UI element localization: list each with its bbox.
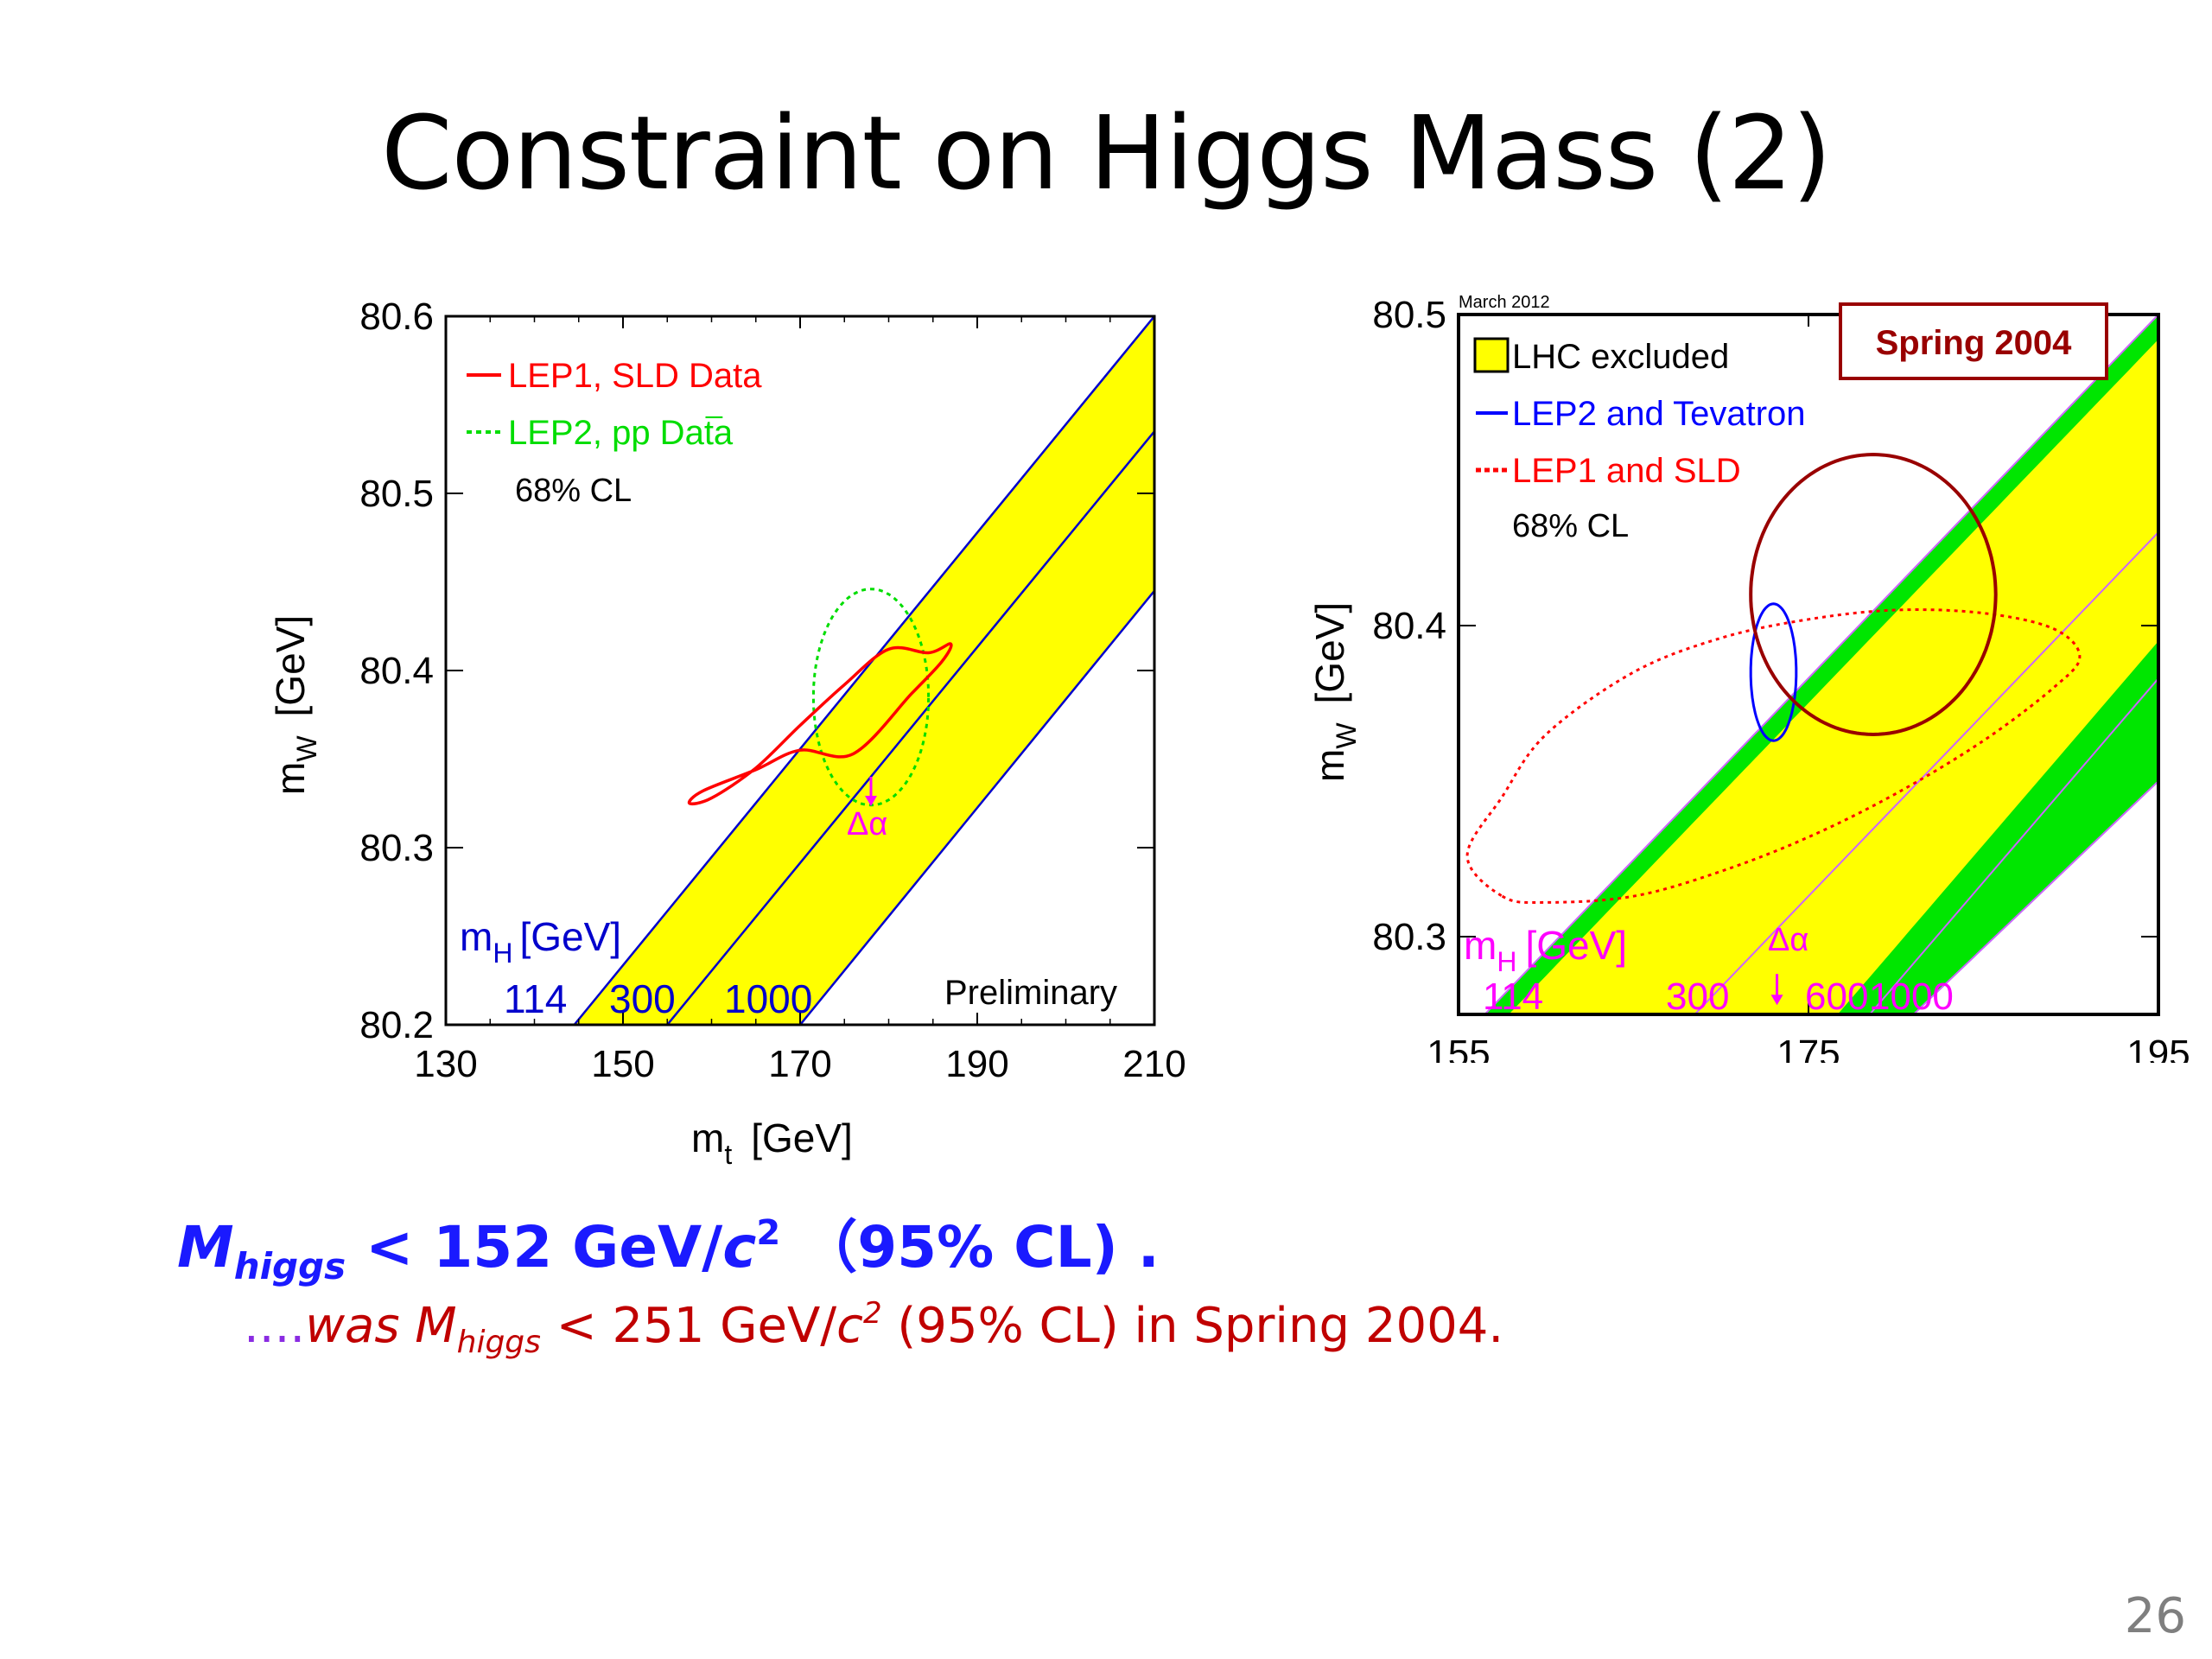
y-tick-label-0: 80.2 (359, 1004, 434, 1046)
slide-title: Constraint on Higgs Mass (2) (381, 93, 1832, 213)
mh-title-left: mH [GeV] (460, 914, 621, 969)
delta-alpha-arrowhead-right (1770, 995, 1783, 1006)
mh-line-114-right (1483, 315, 2158, 1014)
x-tick-label-3: 190 (945, 1043, 1008, 1085)
cl-note-right: 68% CL (1512, 508, 1629, 544)
mh-label-300-right: 300 (1666, 976, 1729, 1018)
page-number: 26 (2124, 1588, 2186, 1644)
mh-title-right: mH [GeV] (1464, 923, 1627, 977)
cl-note-left: 68% CL (515, 473, 632, 509)
x-tick-label-4: 210 (1122, 1043, 1185, 1085)
y-tick-label-1: 80.3 (359, 827, 434, 869)
previous-power: 2 (862, 1296, 882, 1331)
legend-pbar-bar: _ (705, 386, 723, 419)
mh-line-300-left (665, 430, 1154, 1025)
mh-label-114-right: 114 (1483, 976, 1543, 1018)
previous-subscript: higgs (456, 1325, 541, 1360)
mh-line-114-left (573, 316, 1154, 1025)
spring-2004-label: Spring 2004 (1876, 324, 2073, 362)
x-tick-label-0: 155 (1427, 1033, 1490, 1063)
lep2-tevatron-ellipse-right (1749, 602, 1798, 742)
x-tick-label-1: 150 (591, 1043, 654, 1085)
higgs-mass-value: < 152 GeV/ (365, 1214, 723, 1281)
y-axis-label-left: mW[GeV] (268, 615, 322, 795)
lep2-ellipse-left (811, 588, 931, 807)
x-tick-label-0: 130 (414, 1043, 477, 1085)
right-chart: 155 175 195 80.3 80.4 80.5 March 2012 LHC exc… (1307, 293, 2190, 1063)
date-note: March 2012 (1459, 293, 1550, 312)
higgs-mass-limit: Mhiggs < 152 GeV/c2 （95% CL) . (177, 1201, 1160, 1287)
delta-alpha-arrowhead-left (865, 796, 877, 806)
legend-lep2: LEP2, pp Data (508, 414, 734, 452)
y-tick-label-0: 80.3 (1372, 916, 1446, 958)
higgs-mass-subscript: higgs (233, 1245, 346, 1287)
higgs-mass-symbol: M (177, 1214, 234, 1281)
previous-value: < 251 GeV/ (556, 1298, 837, 1354)
previous-limit: ....was Mhiggs < 251 GeV/c2 (95% CL) in … (244, 1296, 1503, 1360)
y-axis-label-right: mW[GeV] (1307, 602, 1362, 782)
mh-line-300-right (1693, 531, 2158, 1014)
mh-line-1000-left (798, 589, 1154, 1025)
power-two: 2 (756, 1213, 781, 1253)
mh-line-1000-right (1912, 780, 2158, 1014)
lep1-ellipse-left (687, 642, 953, 806)
mh-label-1000-left: 1000 (724, 976, 812, 1021)
legend-lep1-sld: LEP1 and SLD (1512, 452, 1741, 490)
legend-lep1: LEP1, SLD Data (508, 357, 762, 395)
excluded-band-right (1484, 315, 2158, 1014)
y-tick-label-2: 80.4 (359, 650, 434, 692)
previous-rest: (95% CL) in Spring 2004. (881, 1298, 1504, 1354)
mh-line-600-right (1868, 677, 2158, 1014)
legend-swatch-lhc (1473, 337, 1510, 373)
mh-label-1000-right: 1000 (1869, 976, 1954, 1018)
x-tick-label-1: 175 (1777, 1033, 1840, 1063)
x-axis-label-left: mt [GeV] (691, 1116, 853, 1170)
mh-label-114-left: 114 (504, 976, 567, 1021)
legend-lhc-excluded: LHC excluded (1512, 338, 1729, 376)
spring-2004-box (1839, 302, 2108, 380)
previous-c: c (836, 1298, 863, 1354)
spring-2004-ellipse (1749, 452, 1998, 737)
left-chart: 130 150 170 190 210 80.2 80.3 80.4 80.5 80.6 LEP1… (268, 296, 1186, 1170)
allowed-band-right (1509, 339, 2158, 1014)
y-tick-label-3: 80.5 (359, 473, 434, 515)
mh-label-600-right: 600 (1805, 976, 1868, 1018)
x-tick-label-2: 170 (768, 1043, 831, 1085)
speed-of-light: c (722, 1214, 757, 1281)
previous-dots: .... (244, 1298, 306, 1354)
y-tick-label-4: 80.6 (359, 296, 434, 338)
legend-lep2-tevatron: LEP2 and Tevatron (1512, 395, 1806, 433)
higgs-mass-cl: （95% CL) . (800, 1214, 1160, 1281)
y-tick-label-1: 80.4 (1372, 605, 1446, 647)
preliminary-note: Preliminary (944, 974, 1117, 1012)
y-tick-label-2: 80.5 (1372, 294, 1446, 336)
mh-label-300-left: 300 (609, 976, 676, 1021)
delta-alpha-left: Δα (847, 806, 887, 842)
delta-alpha-right: Δα (1768, 922, 1808, 958)
x-tick-label-2: 195 (2126, 1033, 2190, 1063)
previous-was: was M (305, 1298, 457, 1354)
